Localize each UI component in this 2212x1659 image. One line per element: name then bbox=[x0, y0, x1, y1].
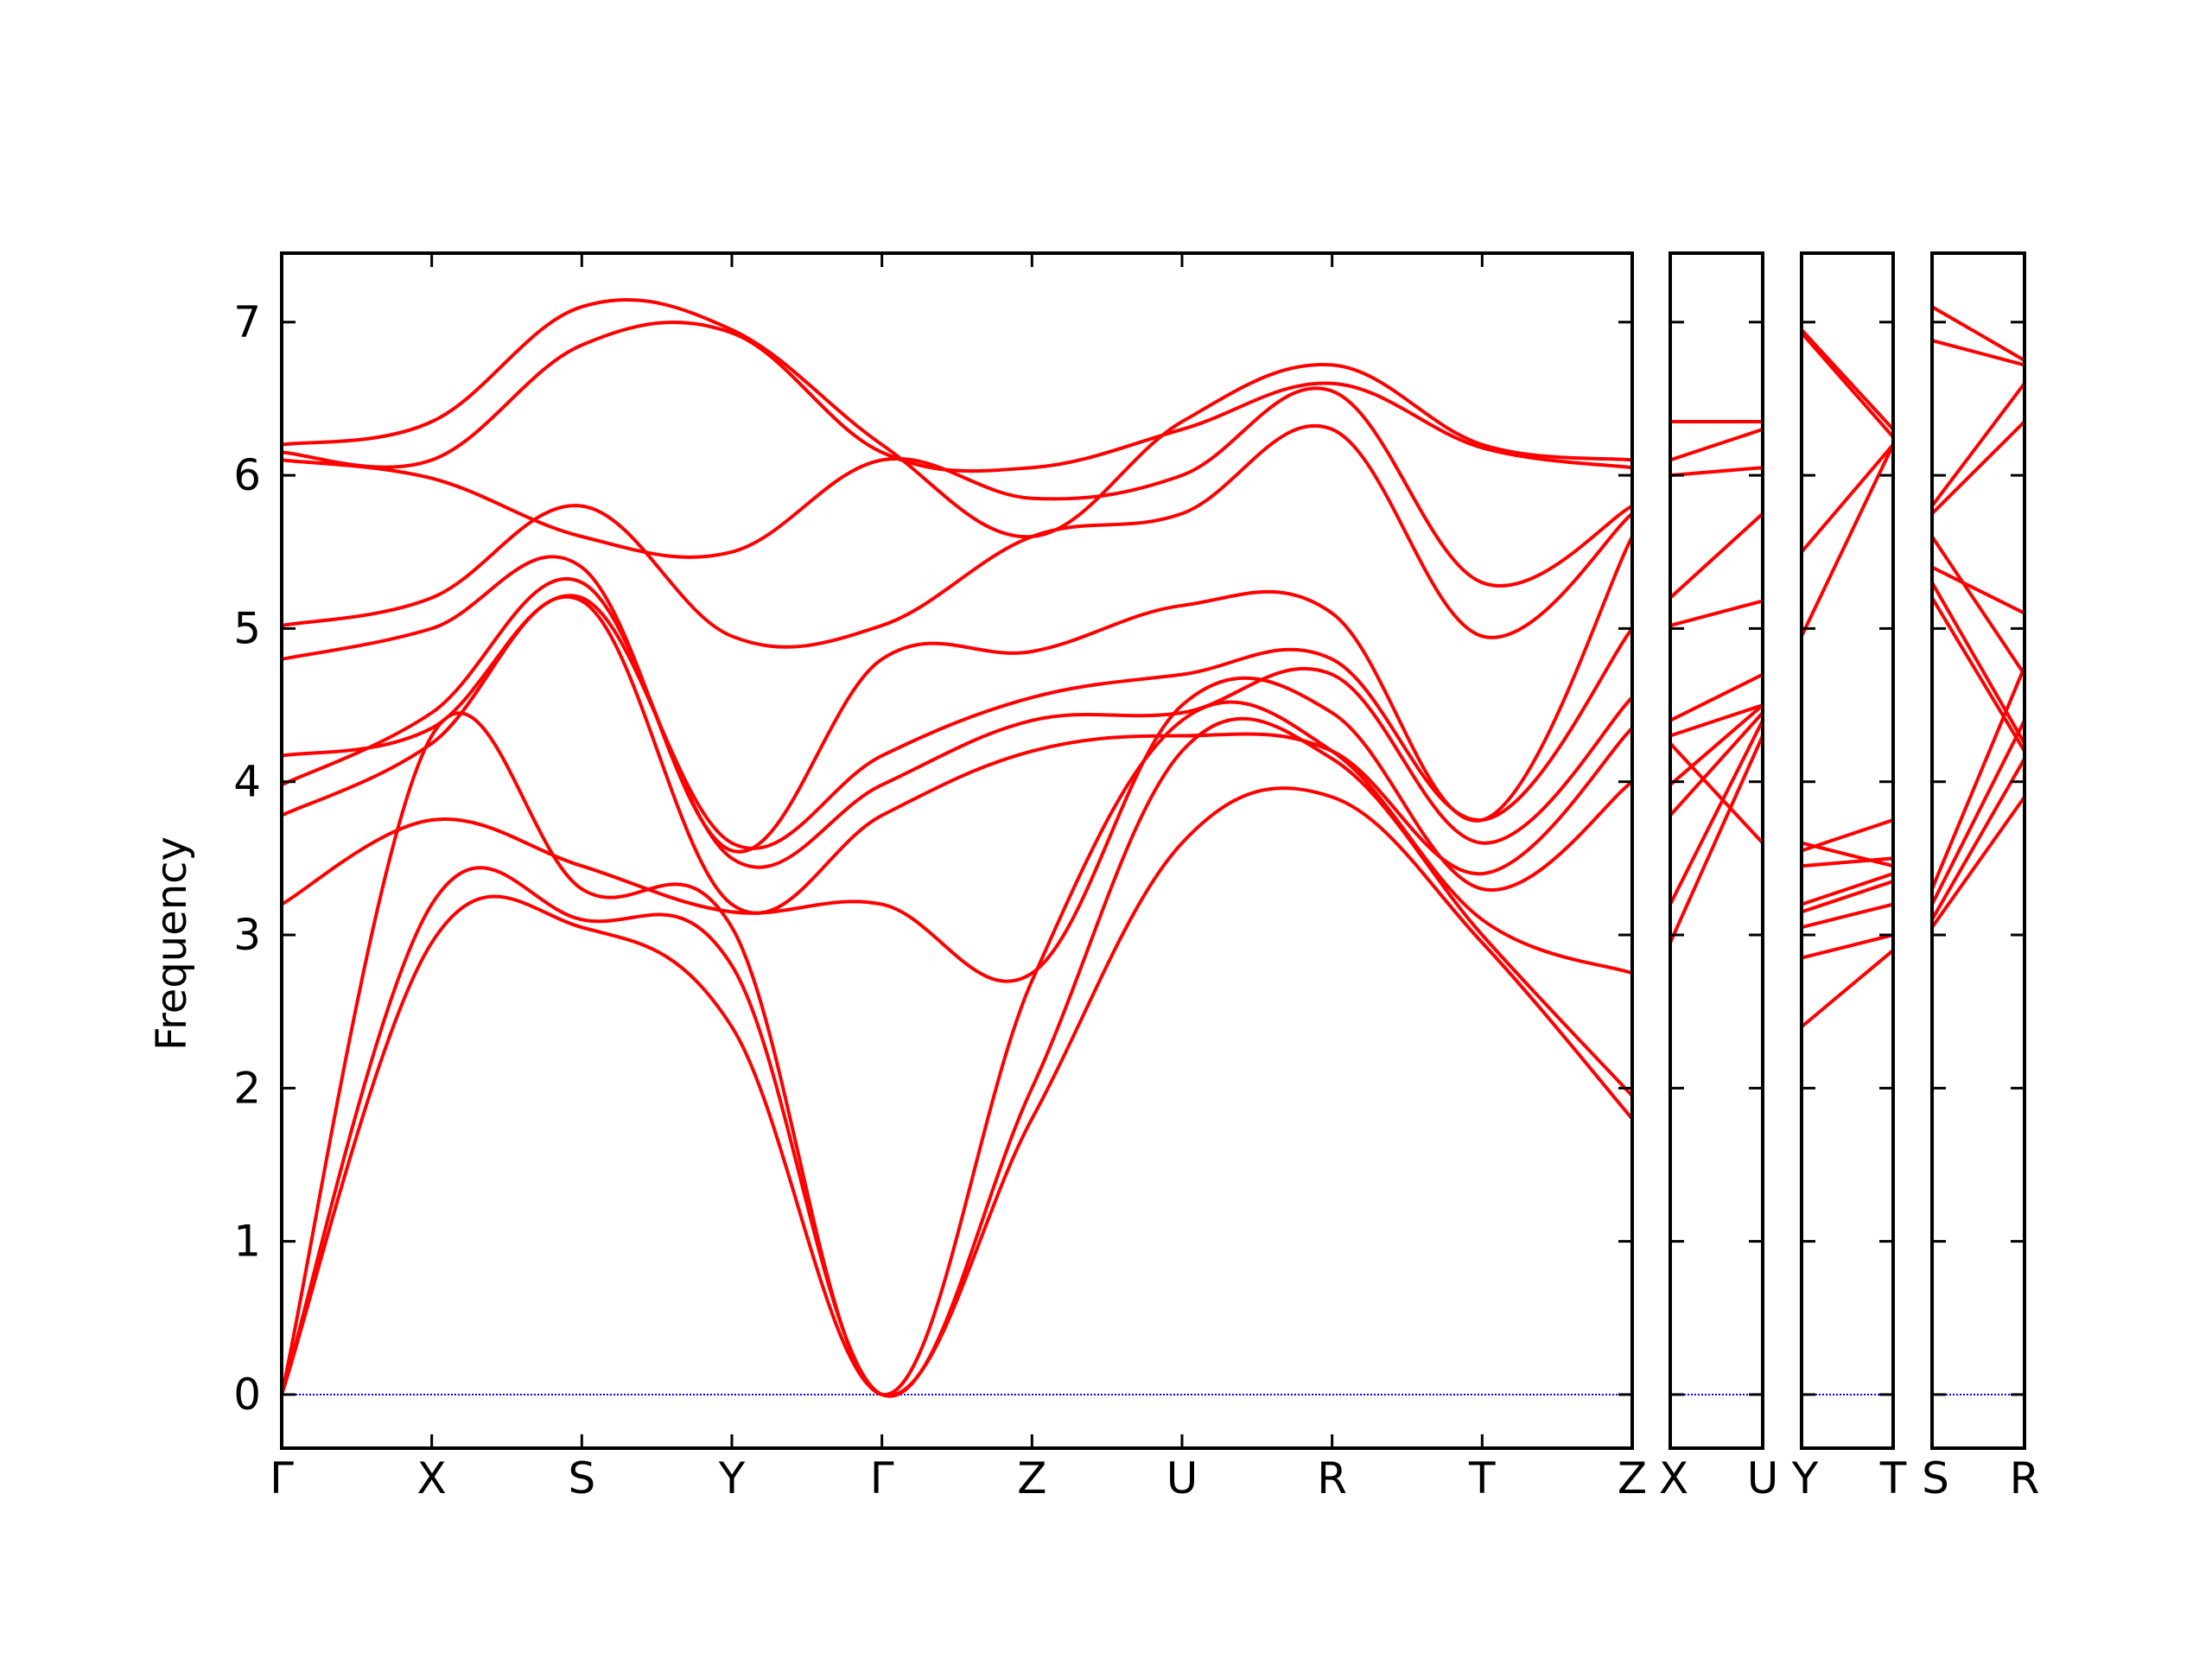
band-line bbox=[280, 386, 1634, 588]
x-tick-label: R bbox=[1317, 1453, 1347, 1503]
band-line bbox=[1669, 703, 1764, 787]
panel-frame bbox=[1930, 251, 2026, 1450]
band-line bbox=[1930, 581, 2026, 746]
x-tick-label: S bbox=[568, 1453, 595, 1503]
x-tick-label: U bbox=[1747, 1453, 1779, 1503]
x-tick-label: T bbox=[1468, 1453, 1496, 1503]
panel-frame bbox=[1669, 251, 1764, 1450]
x-tick-label: X bbox=[417, 1453, 447, 1503]
band-line bbox=[1800, 856, 1895, 868]
band-line bbox=[1800, 442, 1895, 639]
band-line bbox=[280, 594, 1634, 850]
y-tick-label: 7 bbox=[233, 297, 261, 347]
band-line bbox=[1669, 734, 1764, 944]
band-line bbox=[1669, 741, 1764, 845]
x-tick-label: Γ bbox=[870, 1453, 894, 1503]
x-tick-label: Γ bbox=[270, 1453, 294, 1503]
x-tick-label: U bbox=[1166, 1453, 1198, 1503]
x-tick-label: Z bbox=[1017, 1453, 1046, 1503]
band-line bbox=[280, 423, 1634, 649]
band-line bbox=[1669, 599, 1764, 627]
band-line bbox=[280, 320, 1634, 474]
x-tick-label: Y bbox=[718, 1453, 746, 1503]
band-line bbox=[1800, 948, 1895, 1029]
band-line bbox=[1930, 757, 2026, 922]
y-tick-label: 5 bbox=[233, 603, 261, 653]
band-line bbox=[1800, 933, 1895, 960]
band-line bbox=[1800, 872, 1895, 906]
band-line bbox=[1930, 381, 2026, 508]
band-line bbox=[1800, 442, 1895, 554]
band-line bbox=[1930, 535, 2026, 677]
x-tick-label: T bbox=[1879, 1453, 1907, 1503]
y-tick-label: 3 bbox=[233, 910, 261, 960]
band-line bbox=[1669, 710, 1764, 817]
x-tick-label: R bbox=[2010, 1453, 2040, 1503]
band-line bbox=[1930, 565, 2026, 615]
band-line bbox=[1930, 664, 2026, 891]
band-line bbox=[1930, 339, 2026, 367]
y-tick-label: 1 bbox=[233, 1217, 261, 1267]
x-tick-label: Z bbox=[1618, 1453, 1647, 1503]
band-line bbox=[280, 577, 1634, 869]
band-line bbox=[1800, 331, 1895, 439]
band-line bbox=[280, 297, 1634, 539]
band-line bbox=[1800, 818, 1895, 853]
band-line bbox=[1930, 305, 2026, 363]
band-line bbox=[1669, 427, 1764, 462]
band-line bbox=[1930, 795, 2026, 930]
y-tick-label: 4 bbox=[233, 757, 261, 807]
panel-frame bbox=[1800, 251, 1895, 1450]
band-line bbox=[1669, 672, 1764, 722]
x-tick-label: X bbox=[1659, 1453, 1688, 1503]
band-line bbox=[1669, 718, 1764, 906]
band-line bbox=[1800, 841, 1895, 868]
band-line bbox=[1930, 420, 2026, 516]
band-line bbox=[1669, 512, 1764, 600]
band-line bbox=[1800, 880, 1895, 914]
y-tick-label: 6 bbox=[233, 450, 261, 500]
x-tick-label: Y bbox=[1791, 1453, 1819, 1503]
panel-frames bbox=[280, 251, 2026, 1450]
y-tick-label: 0 bbox=[233, 1370, 261, 1420]
y-tick-label: 2 bbox=[233, 1063, 261, 1113]
band-line bbox=[1930, 595, 2026, 753]
band-line bbox=[280, 535, 1634, 854]
band-line bbox=[1669, 703, 1764, 738]
x-tick-label: S bbox=[1922, 1453, 1949, 1503]
band-line bbox=[1800, 902, 1895, 930]
band-line bbox=[1800, 327, 1895, 431]
y-axis-label: Frequency bbox=[148, 836, 196, 1051]
band-line bbox=[280, 676, 1634, 983]
band-line bbox=[280, 716, 1634, 1398]
panel-frame bbox=[280, 251, 1634, 1450]
